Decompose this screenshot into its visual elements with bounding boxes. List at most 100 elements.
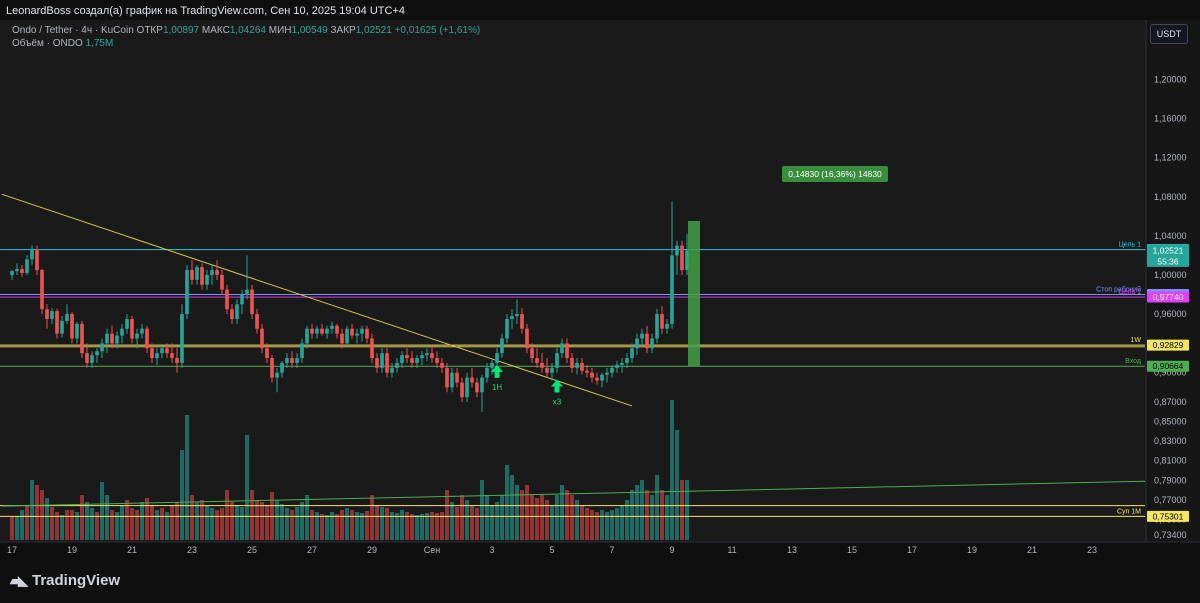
candle-body <box>675 245 679 256</box>
measure-box <box>688 220 700 367</box>
ascending-trendline <box>1 480 1146 507</box>
price-tick-label: 0,79000 <box>1154 475 1187 485</box>
volume-bar <box>485 495 489 540</box>
volume-bar <box>450 502 454 540</box>
close-label: ЗАКР <box>330 25 356 36</box>
volume-bar <box>530 495 534 540</box>
candle-body <box>515 314 519 317</box>
candle-body <box>380 353 384 368</box>
currency-button[interactable]: USDT <box>1150 24 1188 44</box>
candle-body <box>10 271 14 275</box>
candle-body <box>300 343 304 359</box>
symbol-label[interactable]: Ondo / Tether · 4ч · KuCoin <box>12 25 134 36</box>
candle-body <box>225 289 229 310</box>
volume-bar <box>260 502 264 540</box>
candle-body <box>90 355 94 363</box>
volume-bar <box>255 500 259 540</box>
level-label: Вход <box>1125 358 1141 365</box>
volume-bar <box>235 505 239 540</box>
candle-body <box>250 289 254 315</box>
volume-bar <box>505 465 509 540</box>
candle-body <box>230 309 234 319</box>
candle-body <box>350 328 354 336</box>
candle-body <box>120 328 124 336</box>
candle-body <box>35 249 39 271</box>
volume-bar <box>540 495 544 540</box>
candle-body <box>365 328 369 339</box>
candle-body <box>570 358 574 368</box>
volume-bar <box>355 512 359 540</box>
up-arrow-icon <box>551 379 563 393</box>
volume-bar <box>160 508 164 540</box>
candle-body <box>465 377 469 398</box>
volume-bar <box>380 507 384 540</box>
chart-author-header: LeonardBoss создал(а) график на TradingV… <box>6 5 405 17</box>
volume-bar <box>465 500 469 540</box>
volume-bar <box>405 512 409 540</box>
candle-body <box>445 367 449 388</box>
volume-bar <box>175 502 179 540</box>
candle-body <box>340 333 344 344</box>
price-label-bg <box>1147 291 1189 303</box>
volume-bar <box>610 510 614 540</box>
candle-body <box>170 353 174 359</box>
volume-bar <box>320 514 324 540</box>
volume-bar <box>295 507 299 540</box>
volume-bar <box>285 508 289 540</box>
volume-bar <box>425 513 429 540</box>
volume-bar <box>650 495 654 540</box>
volume-bar <box>670 400 674 540</box>
candle-body <box>490 362 494 368</box>
volume-bar <box>655 475 659 540</box>
volume-bar <box>560 485 564 540</box>
candle-body <box>115 335 119 344</box>
candle-body <box>125 318 129 329</box>
volume-bar <box>400 510 404 540</box>
candle-body <box>60 320 64 334</box>
volume-bar <box>345 508 349 540</box>
measure-label: 0,14830 (16,36%) 14830 <box>788 169 882 179</box>
time-tick-label: 29 <box>367 545 377 555</box>
volume-bar <box>615 508 619 540</box>
candle-body <box>590 372 594 378</box>
candle-body <box>310 328 314 334</box>
time-tick-label: 13 <box>787 545 797 555</box>
candle-body <box>550 367 554 373</box>
up-arrow-icon <box>491 364 503 378</box>
volume-bar <box>95 512 99 540</box>
time-tick-label: 19 <box>967 545 977 555</box>
volume-bar <box>545 500 549 540</box>
candle-body <box>645 333 649 349</box>
volume-bar <box>50 507 54 540</box>
volume-bar <box>310 510 314 540</box>
low-label: МИН <box>268 25 292 36</box>
volume-bar <box>210 508 214 540</box>
volume-label[interactable]: Объём · ONDO <box>12 38 83 49</box>
time-tick-label: 27 <box>307 545 317 555</box>
time-tick-label: 3 <box>489 545 494 555</box>
high-value: 1,04264 <box>229 25 266 36</box>
time-tick-label: 9 <box>669 545 674 555</box>
volume-bar <box>565 490 569 540</box>
volume-bar <box>300 502 304 540</box>
level-label: Цель 1 <box>1119 289 1142 296</box>
candle-body <box>630 348 634 359</box>
candle-body <box>565 343 569 359</box>
measure-label-bg <box>782 166 888 182</box>
candle-body <box>245 289 249 295</box>
time-tick-label: 21 <box>127 545 137 555</box>
volume-bar <box>195 502 199 540</box>
price-tick-label: 0,77000 <box>1154 495 1187 505</box>
candle-body <box>335 325 339 334</box>
volume-bar <box>390 512 394 540</box>
candle-body <box>665 323 669 329</box>
volume-bar <box>180 450 184 540</box>
volume-bar <box>65 510 69 540</box>
candle-body <box>50 311 54 319</box>
candle-body <box>605 372 609 375</box>
volume-bar <box>305 495 309 540</box>
price-tick-label: 1,04000 <box>1154 231 1187 241</box>
volume-bar <box>325 515 329 540</box>
level-label: Стоп рабочий <box>1096 285 1141 293</box>
